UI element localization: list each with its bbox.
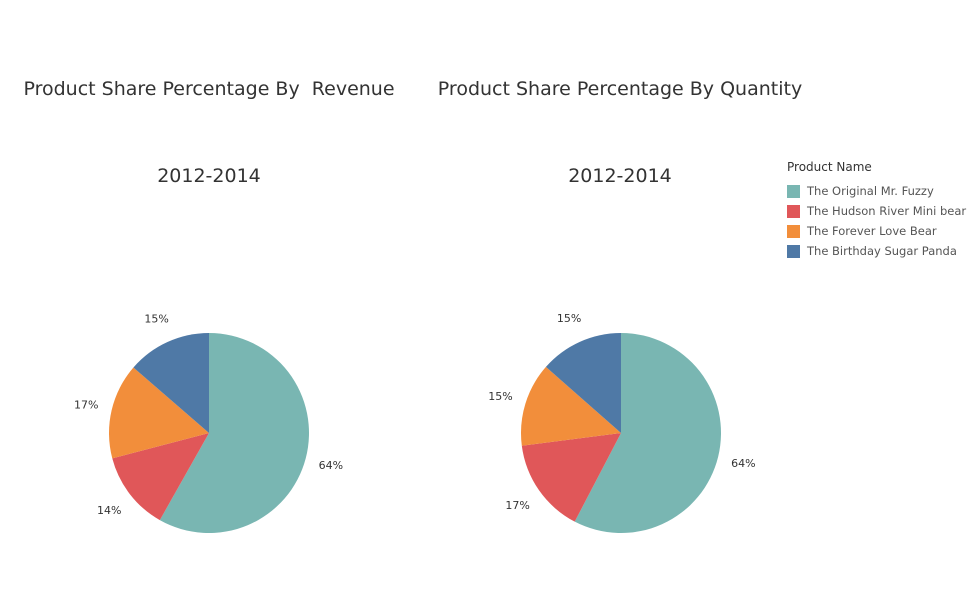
revenue-chart-title-line: Product Share Percentage By Revenue: [23, 78, 395, 100]
slice-mr-fuzzy[interactable]: [159, 333, 310, 533]
legend-label: The Hudson River Mini bear: [807, 204, 967, 218]
legend-item[interactable]: The Original Mr. Fuzzy: [787, 181, 966, 201]
legend-item[interactable]: The Forever Love Bear: [787, 221, 966, 241]
slice-percentage-label: 64%: [319, 459, 343, 472]
quantity-chart-subtitle: 2012-2014: [568, 165, 672, 187]
revenue-pie-chart[interactable]: 64% 14% 17% 15%: [74, 312, 343, 533]
slice-percentage-label: 17%: [74, 398, 98, 411]
slice-percentage-label: 14%: [97, 504, 121, 517]
legend-swatch: [787, 244, 800, 258]
slice-percentage-label: 15%: [557, 312, 581, 325]
slice-forever-love-bear[interactable]: [108, 367, 209, 459]
revenue-chart-title: Product Share Percentage By Revenue 2012…: [0, 17, 418, 220]
slice-hudson-river-mini-bear[interactable]: [112, 433, 209, 521]
legend-swatch: [787, 204, 800, 218]
slice-percentage-label: 64%: [731, 457, 755, 470]
slice-mr-fuzzy[interactable]: [574, 333, 722, 533]
legend-label: The Forever Love Bear: [807, 224, 937, 238]
slice-hudson-river-mini-bear[interactable]: [521, 433, 621, 522]
legend-swatch: [787, 184, 800, 198]
legend-swatch: [787, 224, 800, 238]
quantity-chart-title: Product Share Percentage By Quantity 201…: [410, 17, 830, 220]
legend-title: Product Name: [787, 160, 872, 174]
slice-forever-love-bear[interactable]: [520, 366, 621, 446]
slice-birthday-sugar-panda[interactable]: [133, 333, 209, 433]
revenue-chart-subtitle: 2012-2014: [157, 165, 261, 187]
slice-percentage-label: 17%: [505, 499, 529, 512]
legend-item[interactable]: The Birthday Sugar Panda: [787, 241, 966, 261]
slice-percentage-label: 15%: [488, 390, 512, 403]
legend-item[interactable]: The Hudson River Mini bear: [787, 201, 966, 221]
slice-birthday-sugar-panda[interactable]: [545, 333, 621, 433]
legend-label: The Original Mr. Fuzzy: [807, 184, 934, 198]
quantity-chart-title-line: Product Share Percentage By Quantity: [437, 78, 803, 100]
slice-percentage-label: 15%: [144, 312, 168, 325]
quantity-pie-chart[interactable]: 64% 17% 15% 15%: [488, 312, 756, 533]
legend: Product Name The Original Mr. Fuzzy The H…: [787, 160, 966, 261]
legend-label: The Birthday Sugar Panda: [807, 244, 957, 258]
